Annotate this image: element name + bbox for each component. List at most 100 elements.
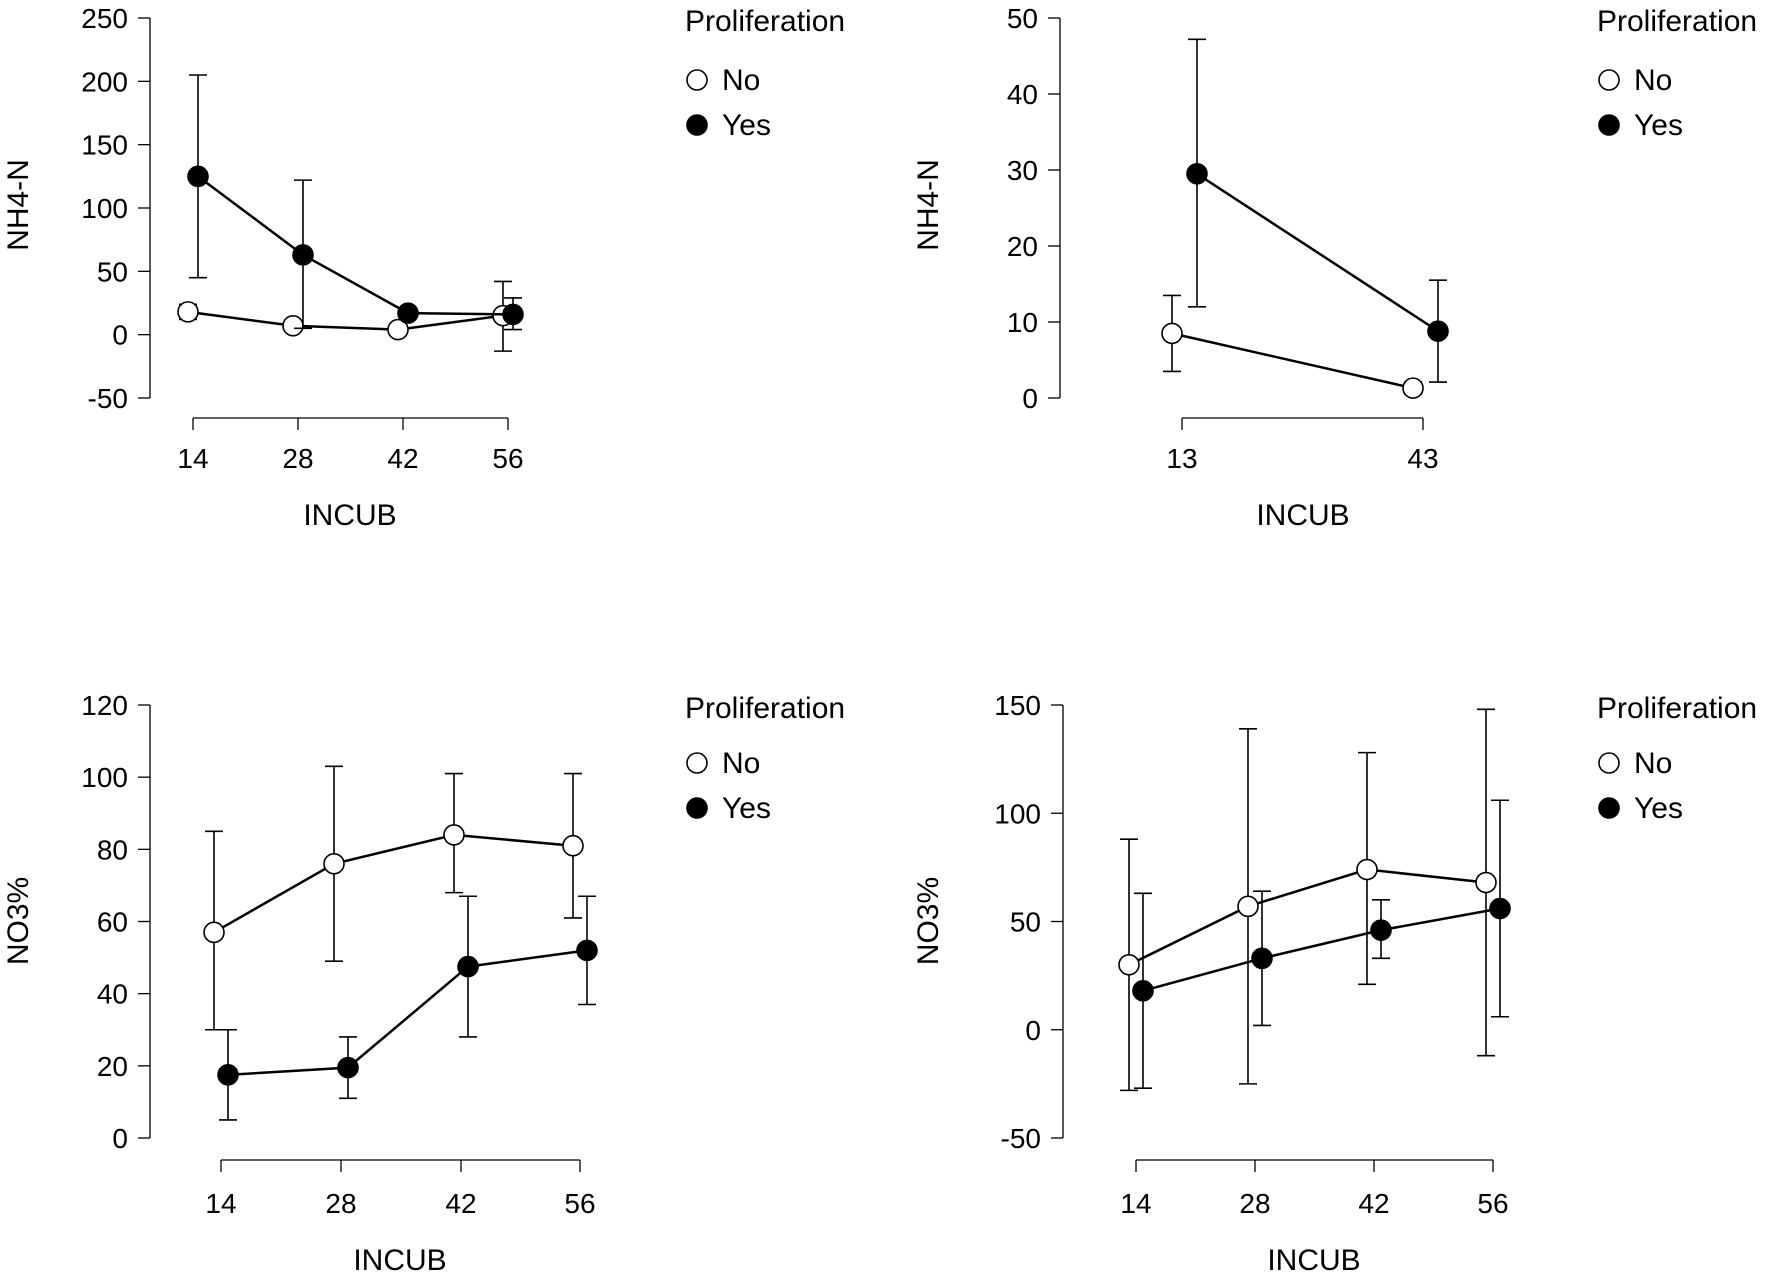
legend-marker-yes [686, 797, 708, 819]
series-yes [187, 74, 524, 331]
series-yes [217, 895, 598, 1121]
legend-marker-yes [686, 114, 708, 136]
chart-panel-top-left: -50 0 50 100 150 200 250 14 28 42 56 INCUB NH4-N Prol… [2, 3, 845, 532]
data-point-no [1475, 871, 1497, 894]
x-axis-label: INCUB [353, 1244, 446, 1277]
data-point-yes [397, 302, 419, 324]
x-tick-label: 13 [1166, 443, 1197, 474]
legend: Proliferation No Yes [685, 5, 845, 142]
x-tick-label: 56 [492, 443, 523, 474]
series-no [1118, 708, 1497, 1092]
y-tick-label: 10 [1007, 307, 1038, 338]
data-point-yes [1489, 897, 1511, 920]
data-point-yes [1251, 947, 1273, 970]
data-point-no [282, 314, 304, 337]
y-tick-label: 100 [81, 193, 128, 224]
y-tick-label: 150 [81, 130, 128, 161]
data-point-yes [1132, 979, 1154, 1002]
data-point-yes [292, 244, 314, 266]
legend: Proliferation No Yes [685, 692, 845, 825]
legend: Proliferation No Yes [1597, 5, 1757, 142]
x-tick-label: 28 [282, 443, 313, 474]
series-no [203, 765, 584, 1031]
legend-marker-no [1598, 752, 1620, 774]
legend-title: Proliferation [1597, 5, 1757, 38]
series-yes [1186, 38, 1449, 383]
x-tick-label: 14 [1120, 1188, 1151, 1219]
y-tick-label: 50 [97, 256, 128, 287]
y-tick-label: 20 [1007, 231, 1038, 262]
data-point-no [323, 852, 345, 875]
legend-label-no: No [722, 747, 760, 780]
y-tick-label: 20 [97, 1051, 128, 1082]
y-tick-label: 0 [1025, 1015, 1041, 1046]
legend-label-yes: Yes [1634, 792, 1683, 825]
x-tick-label: 43 [1407, 443, 1438, 474]
x-tick-label: 28 [325, 1188, 356, 1219]
legend-label-yes: Yes [722, 792, 771, 825]
series-line-no [187, 310, 504, 331]
data-point-yes [576, 939, 598, 962]
legend-marker-yes [1598, 114, 1620, 136]
x-tick-label: 14 [177, 443, 208, 474]
y-tick-label: 50 [1010, 907, 1041, 938]
data-point-yes [337, 1056, 359, 1079]
legend-marker-no [686, 752, 708, 774]
y-tick-label: 100 [81, 762, 128, 793]
chart-panel-bottom-right: -50 0 50 100 150 14 28 42 56 INCUB NO3% Proliferati… [912, 690, 1757, 1277]
y-tick-label: 30 [1007, 155, 1038, 186]
data-point-yes [457, 955, 479, 978]
data-point-no [562, 834, 584, 857]
y-tick-label: 0 [112, 320, 128, 351]
y-tick-label: -50 [1001, 1123, 1041, 1154]
data-point-no [1161, 322, 1183, 345]
y-axis-label: NH4-N [912, 159, 945, 251]
data-point-yes [1370, 919, 1392, 941]
data-point-no [443, 824, 465, 846]
y-tick-label: 0 [112, 1123, 128, 1154]
data-point-yes [502, 303, 524, 326]
y-tick-label: 60 [97, 907, 128, 938]
series-line-yes [227, 949, 588, 1077]
y-axis-label: NO3% [2, 877, 35, 965]
data-point-no [1356, 858, 1378, 881]
legend-title: Proliferation [685, 5, 845, 38]
x-axis-label: INCUB [1267, 1244, 1360, 1277]
legend-marker-yes [1598, 797, 1620, 819]
legend-marker-no [1598, 69, 1620, 91]
y-tick-label: 200 [81, 66, 128, 97]
data-point-yes [1186, 163, 1208, 185]
data-point-no [1118, 953, 1140, 976]
x-tick-label: 28 [1239, 1188, 1270, 1219]
chart-panel-bottom-left: 0 20 40 60 80 100 120 14 28 42 56 INCUB NO3% Prolifer… [2, 690, 845, 1277]
y-tick-label: -50 [88, 383, 128, 414]
legend: Proliferation No Yes [1597, 692, 1757, 825]
y-axis-label: NO3% [912, 877, 945, 965]
y-tick-label: 40 [1007, 79, 1038, 110]
legend-label-no: No [1634, 747, 1672, 780]
series-line-yes [197, 175, 514, 316]
series-no [177, 280, 514, 352]
y-tick-label: 150 [994, 690, 1041, 721]
y-tick-label: 80 [97, 834, 128, 865]
x-tick-label: 42 [387, 443, 418, 474]
y-tick-label: 250 [81, 3, 128, 34]
x-axis-label: INCUB [303, 499, 396, 532]
legend-label-yes: Yes [1634, 109, 1683, 142]
legend-label-no: No [722, 64, 760, 97]
series-line-yes [1142, 907, 1501, 992]
y-tick-label: 40 [97, 979, 128, 1010]
series-line-no [213, 833, 574, 934]
series-line-yes [1196, 172, 1439, 333]
x-tick-label: 42 [1358, 1188, 1389, 1219]
series-line-no [1171, 332, 1414, 390]
data-point-no [1402, 377, 1424, 399]
data-point-no [1237, 895, 1259, 918]
data-point-no [387, 318, 409, 341]
legend-marker-no [686, 69, 708, 91]
y-tick-label: 100 [994, 798, 1041, 829]
data-point-no [203, 921, 225, 944]
y-tick-label: 120 [81, 690, 128, 721]
data-point-yes [187, 165, 209, 188]
